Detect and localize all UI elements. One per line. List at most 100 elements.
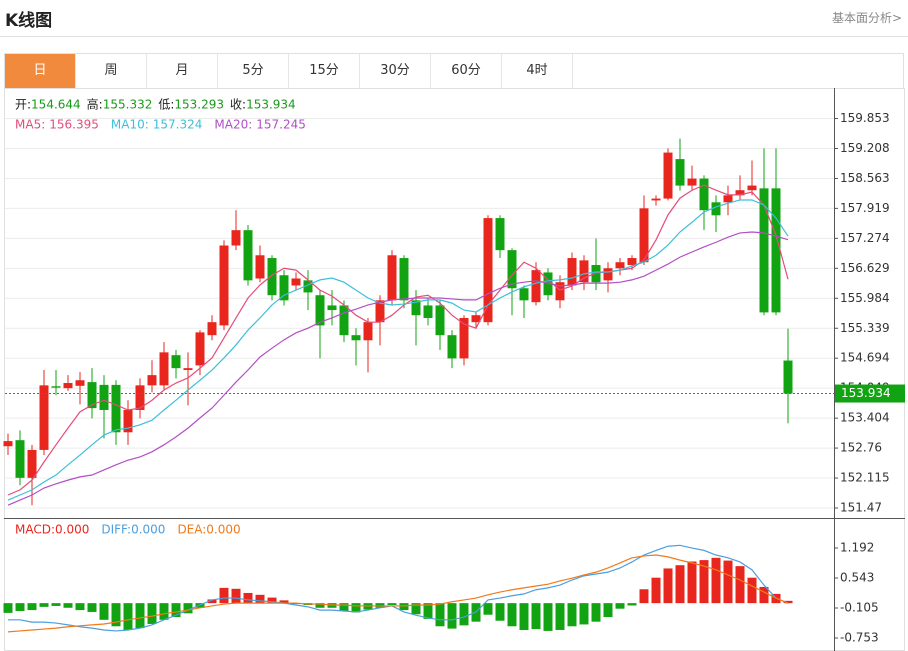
macd-bar — [147, 603, 157, 624]
candle-body — [279, 275, 289, 301]
period-tabs: 日周月 5分 15分 30分 60分 4时 — [4, 53, 904, 88]
candle-body — [135, 385, 145, 410]
macd-bar — [75, 603, 85, 611]
macd-bar — [543, 603, 553, 631]
candle-body — [27, 449, 37, 478]
macd-bar — [591, 603, 601, 622]
macd-bar — [231, 588, 241, 604]
macd-bar — [15, 603, 25, 612]
period-tab[interactable]: 15分 — [289, 54, 360, 88]
macd-bar — [171, 603, 181, 618]
macd-bar — [579, 603, 589, 625]
legend-text: 154.644 — [31, 98, 81, 112]
period-tab[interactable]: 月 — [147, 54, 218, 88]
y-tick-label: 154.694 — [840, 351, 890, 365]
candle-body — [699, 178, 709, 211]
macd-bar — [759, 586, 769, 604]
candle-body — [567, 258, 577, 286]
candle-body — [99, 384, 109, 410]
candle-body — [159, 352, 169, 386]
legend-text: MA20: — [214, 118, 252, 132]
candle-body — [615, 262, 625, 269]
legend-text: 157.324 — [153, 118, 203, 132]
y-tick-label: 157.274 — [840, 231, 890, 245]
candle-body — [243, 230, 253, 281]
candle-body — [723, 195, 733, 203]
candle-body — [459, 317, 469, 359]
y-tick-label: 155.339 — [840, 321, 890, 335]
legend-text: 低: — [158, 98, 174, 112]
macd-bar — [675, 565, 685, 604]
macd-bar — [27, 603, 37, 611]
y-tick-label: 155.984 — [840, 291, 890, 305]
y-tick-label: 152.76 — [840, 441, 882, 455]
period-tab[interactable]: 30分 — [360, 54, 431, 88]
candle-body — [555, 282, 565, 301]
candle-body — [483, 218, 493, 323]
page-title: K线图 — [5, 11, 53, 31]
period-tab[interactable]: 日 — [5, 54, 76, 88]
macd-line — [7, 554, 789, 633]
legend-text: 收: — [230, 98, 246, 112]
last-price-box — [835, 384, 905, 403]
candle-body — [231, 230, 241, 246]
candle-body — [171, 355, 181, 369]
period-tab[interactable]: 5分 — [218, 54, 289, 88]
legend-text: MACD:0.000 — [15, 523, 89, 537]
legend-text: MA10: — [111, 118, 149, 132]
macd-bar — [267, 597, 277, 604]
macd-bar — [711, 557, 721, 604]
candle-body — [111, 384, 121, 433]
candle-body — [267, 258, 277, 296]
candle-body — [351, 335, 361, 341]
last-price-label: 153.934 — [841, 386, 891, 400]
candle-body — [123, 409, 133, 433]
period-tab[interactable]: 4时 — [502, 54, 573, 88]
macd-bar — [531, 603, 541, 630]
candle-body — [783, 360, 793, 394]
macd-bar — [447, 603, 457, 629]
candle-body — [219, 245, 229, 326]
macd-bar — [387, 603, 397, 606]
candle-body — [747, 185, 757, 191]
macd-bar — [783, 600, 793, 604]
candle-body — [303, 280, 313, 293]
candle-body — [255, 255, 265, 279]
candle-body — [651, 198, 661, 201]
candle-body — [591, 265, 601, 283]
legend-text: 156.395 — [49, 118, 99, 132]
ma-line — [7, 231, 789, 506]
macd-bar — [435, 603, 445, 627]
macd-bar — [399, 603, 409, 611]
macd-bar — [63, 603, 73, 608]
candle-body — [363, 322, 373, 341]
macd-bar — [39, 603, 49, 607]
candle-body — [675, 159, 685, 186]
candle-body — [687, 178, 697, 186]
macd-bar — [159, 603, 169, 620]
macd-bar — [123, 603, 133, 630]
candle-body — [759, 188, 769, 313]
legend-text: 153.293 — [174, 98, 224, 112]
macd-bar — [87, 603, 97, 612]
macd-bar — [723, 560, 733, 604]
candle-body — [663, 152, 673, 199]
candle-body — [471, 315, 481, 323]
candle-body — [531, 270, 541, 303]
y-tick-label: 156.629 — [840, 261, 890, 275]
y-tick-label: 151.47 — [840, 501, 882, 515]
macd-bar — [495, 603, 505, 621]
macd-bar — [255, 594, 265, 604]
fundamental-link[interactable]: 基本面分析> — [831, 11, 902, 25]
candle-body — [735, 190, 745, 196]
macd-bar — [3, 603, 13, 613]
y-tick-label: 158.563 — [840, 171, 890, 185]
macd-bar — [207, 599, 217, 604]
candle-body — [507, 250, 517, 289]
y-tick-label: 159.853 — [840, 111, 890, 125]
period-tab[interactable]: 周 — [76, 54, 147, 88]
macd-bar — [243, 592, 253, 604]
macd-bar — [315, 603, 325, 608]
period-tab[interactable]: 60分 — [431, 54, 502, 88]
candle-body — [39, 385, 49, 450]
